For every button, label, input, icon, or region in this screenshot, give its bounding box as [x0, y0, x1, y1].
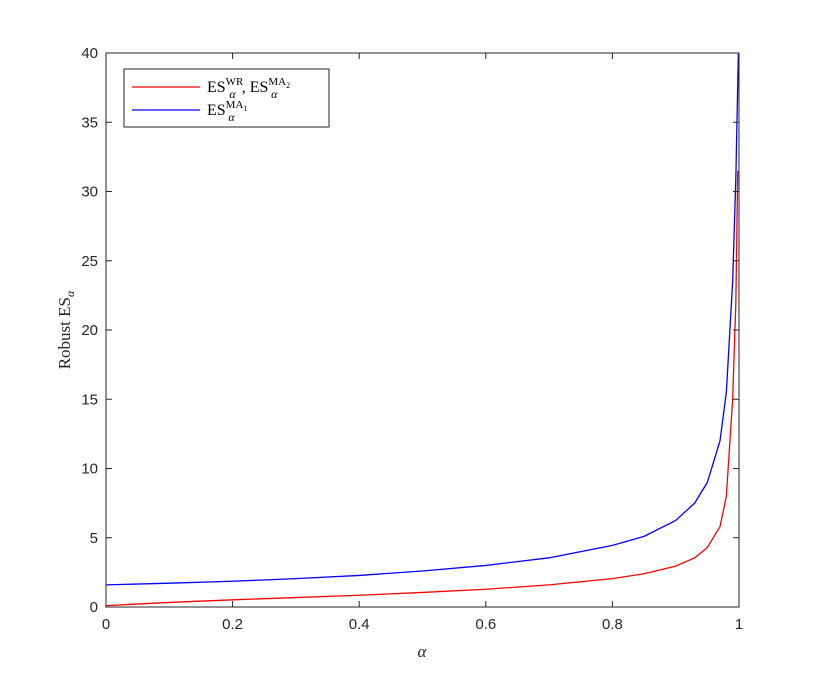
plot-area [106, 53, 739, 607]
y-tick-label: 35 [81, 114, 98, 131]
y-axis-label-group: Robust ESα [55, 290, 77, 369]
y-tick-label: 30 [81, 184, 98, 201]
y-tick-label: 15 [81, 391, 98, 408]
x-tick-label: 0.8 [602, 616, 623, 633]
series-line-2 [105, 52, 740, 586]
y-tick-label: 0 [90, 599, 98, 616]
y-tick-label: 10 [81, 461, 98, 478]
series-layer [105, 52, 740, 607]
series-line-1 [105, 170, 739, 607]
y-ticks: 0 5 10 15 20 25 30 35 40 [81, 45, 739, 616]
y-tick-label: 25 [81, 253, 98, 270]
y-tick-label: 20 [81, 322, 98, 339]
x-tick-label: 0.6 [475, 616, 496, 633]
x-tick-label: 0.4 [349, 616, 370, 633]
y-tick-label: 5 [90, 530, 98, 547]
x-tick-label: 0 [102, 616, 110, 633]
y-axis-label-main: Robust ES [55, 297, 74, 369]
y-axis-label-sub: α [63, 290, 77, 297]
y-axis-label: Robust ESα [55, 290, 77, 369]
x-ticks: 0 0.2 0.4 0.6 0.8 1 [102, 53, 743, 633]
x-tick-label: 1 [735, 616, 743, 633]
legend-label-1: ESWR α, ESMA2 α [207, 76, 290, 101]
legend-box [123, 68, 330, 128]
legend-label-2: ESMA1 α [207, 99, 247, 124]
x-axis-label: α [418, 642, 428, 661]
x-tick-label: 0.2 [222, 616, 243, 633]
y-tick-label: 40 [81, 45, 98, 62]
